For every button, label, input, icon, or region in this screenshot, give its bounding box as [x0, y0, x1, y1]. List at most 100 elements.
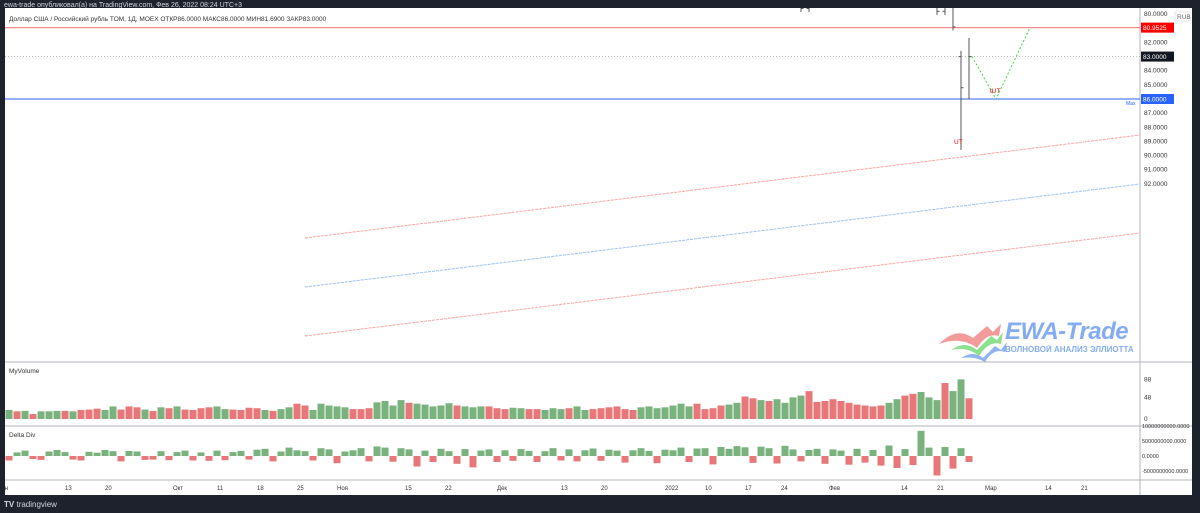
- volume-bar: [725, 404, 733, 419]
- volume-bar: [181, 409, 189, 419]
- delta-bar: [461, 449, 469, 456]
- volume-bar: [565, 408, 573, 419]
- watermark-title: EWA-Trade: [1005, 318, 1129, 345]
- delta-bar: [301, 451, 309, 456]
- volume-bar: [5, 410, 13, 419]
- delta-bar: [341, 451, 349, 456]
- delta-bar: [429, 456, 437, 462]
- volume-bar: [805, 391, 813, 419]
- delta-bar: [949, 456, 957, 469]
- delta-bar: [533, 456, 541, 462]
- tut-label: tUT: [990, 88, 1001, 95]
- volume-pane-title: MyVolume: [9, 368, 40, 375]
- price-badge-label: 83.0000: [1143, 54, 1167, 61]
- volume-bar: [405, 402, 413, 419]
- volume-bar: [341, 407, 349, 419]
- delta-bar: [701, 448, 709, 456]
- volume-bar: [349, 409, 357, 419]
- delta-bar: [925, 447, 933, 456]
- price-tick-label: 90.0000: [1144, 153, 1168, 160]
- delta-bar: [661, 449, 669, 456]
- volume-bar: [157, 407, 165, 419]
- delta-bar: [253, 449, 261, 456]
- volume-bar: [781, 402, 789, 419]
- volume-bar: [109, 406, 117, 419]
- delta-bar: [357, 448, 365, 456]
- volume-bar: [741, 396, 749, 419]
- delta-bar: [133, 451, 141, 456]
- currency-badge: [1174, 11, 1190, 22]
- volume-bar: [333, 406, 341, 419]
- delta-bar: [13, 452, 21, 456]
- price-tick-label: 88.0000: [1144, 124, 1168, 131]
- volume-bar: [69, 411, 77, 419]
- volume-bar: [453, 405, 461, 419]
- chart-area[interactable]: 92.0000 91.0000 90.0000 89.0000 88.0000 87.00…: [5, 8, 1192, 495]
- volume-bar: [325, 405, 333, 419]
- delta-bar: [309, 456, 317, 461]
- time-tick-label: 13: [561, 486, 568, 492]
- delta-bar: [725, 448, 733, 456]
- price-bar: [958, 50, 964, 150]
- delta-bar: [893, 456, 901, 468]
- delta-bar: [869, 450, 877, 456]
- volume-bar: [501, 409, 509, 419]
- delta-bar: [509, 456, 517, 461]
- delta-bar: [61, 452, 69, 456]
- volume-bar: [965, 398, 973, 419]
- volume-bar: [85, 409, 93, 419]
- ewa-wave-logo-icon: [939, 324, 1007, 362]
- volume-tick-label: 0: [1144, 416, 1148, 423]
- volume-bar: [837, 401, 845, 419]
- volume-bar: [557, 409, 565, 419]
- volume-bar: [813, 401, 821, 419]
- symbol-legend: Доллар США / Российский рубль TOM, 1Д, M…: [9, 16, 327, 23]
- delta-bar: [21, 450, 29, 456]
- volume-bar: [861, 405, 869, 419]
- delta-bar: [213, 450, 221, 456]
- volume-bar: [797, 395, 805, 419]
- time-tick-label: Мар: [985, 486, 997, 492]
- volume-bar: [549, 408, 557, 419]
- delta-bar: [405, 449, 413, 456]
- watermark-subtitle: ВОЛНОВОЙ АНАЛИЗ ЭЛЛИОТТА: [1005, 345, 1134, 354]
- volume-bar: [917, 392, 925, 419]
- price-tick-label: 91.0000: [1144, 167, 1168, 174]
- time-tick-label: Сен: [5, 486, 8, 492]
- volume-bar: [693, 403, 701, 419]
- delta-bar: [629, 450, 637, 456]
- chart-svg[interactable]: 92.0000 91.0000 90.0000 89.0000 88.0000 87.00…: [5, 8, 1192, 495]
- volume-bar: [197, 408, 205, 419]
- delta-bar: [669, 450, 677, 456]
- delta-bar: [541, 451, 549, 456]
- price-tick-label: 89.0000: [1144, 138, 1168, 145]
- volume-bar: [957, 379, 965, 419]
- volume-bar: [733, 402, 741, 419]
- price-badge-label: 86.0000: [1143, 97, 1167, 104]
- price-bar: [942, 8, 946, 15]
- delta-bar: [221, 456, 229, 461]
- volume-bar: [21, 410, 29, 419]
- tradingview-footer[interactable]: TV tradingview: [4, 500, 57, 509]
- price-tick-label: 80.0000: [1144, 11, 1168, 18]
- delta-bar: [365, 456, 373, 462]
- tut-projection-line: [971, 27, 1031, 101]
- ewa-trade-watermark: EWA-Trade ВОЛНОВОЙ АНАЛИЗ ЭЛЛИОТТА: [937, 318, 1137, 362]
- price-bar: [936, 8, 940, 15]
- volume-bar: [421, 404, 429, 419]
- volume-bar: [269, 410, 277, 419]
- volume-bar: [925, 397, 933, 419]
- price-tick-label: 84.0000: [1144, 68, 1168, 75]
- volume-bar: [61, 410, 69, 419]
- delta-bar: [269, 456, 277, 462]
- volume-bar: [709, 408, 717, 419]
- delta-bar: [229, 452, 237, 456]
- delta-bar: [317, 448, 325, 456]
- delta-bar: [389, 456, 397, 462]
- volume-bar: [309, 410, 317, 419]
- delta-bar: [69, 456, 77, 460]
- delta-bar: [237, 450, 245, 456]
- delta-bar: [821, 456, 829, 464]
- time-tick-label: 20: [601, 486, 608, 492]
- delta-bar: [149, 456, 157, 460]
